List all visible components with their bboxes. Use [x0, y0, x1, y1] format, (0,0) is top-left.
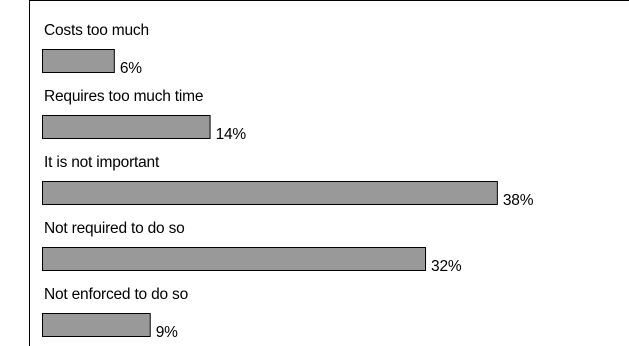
category-label: Costs too much — [44, 22, 149, 39]
value-label: 14% — [216, 126, 247, 143]
value-label: 32% — [431, 258, 462, 275]
bar — [42, 49, 115, 73]
bar — [42, 181, 498, 205]
category-label: Not enforced to do so — [44, 286, 188, 303]
chart-frame — [29, 0, 629, 346]
bar — [42, 115, 211, 139]
bar — [42, 313, 151, 337]
value-label: 9% — [156, 324, 178, 341]
bar — [42, 247, 427, 271]
category-label: It is not important — [44, 154, 160, 171]
category-label: Not required to do so — [44, 220, 185, 237]
value-label: 6% — [120, 60, 142, 77]
value-label: 38% — [503, 192, 534, 209]
category-label: Requires too much time — [44, 88, 203, 105]
